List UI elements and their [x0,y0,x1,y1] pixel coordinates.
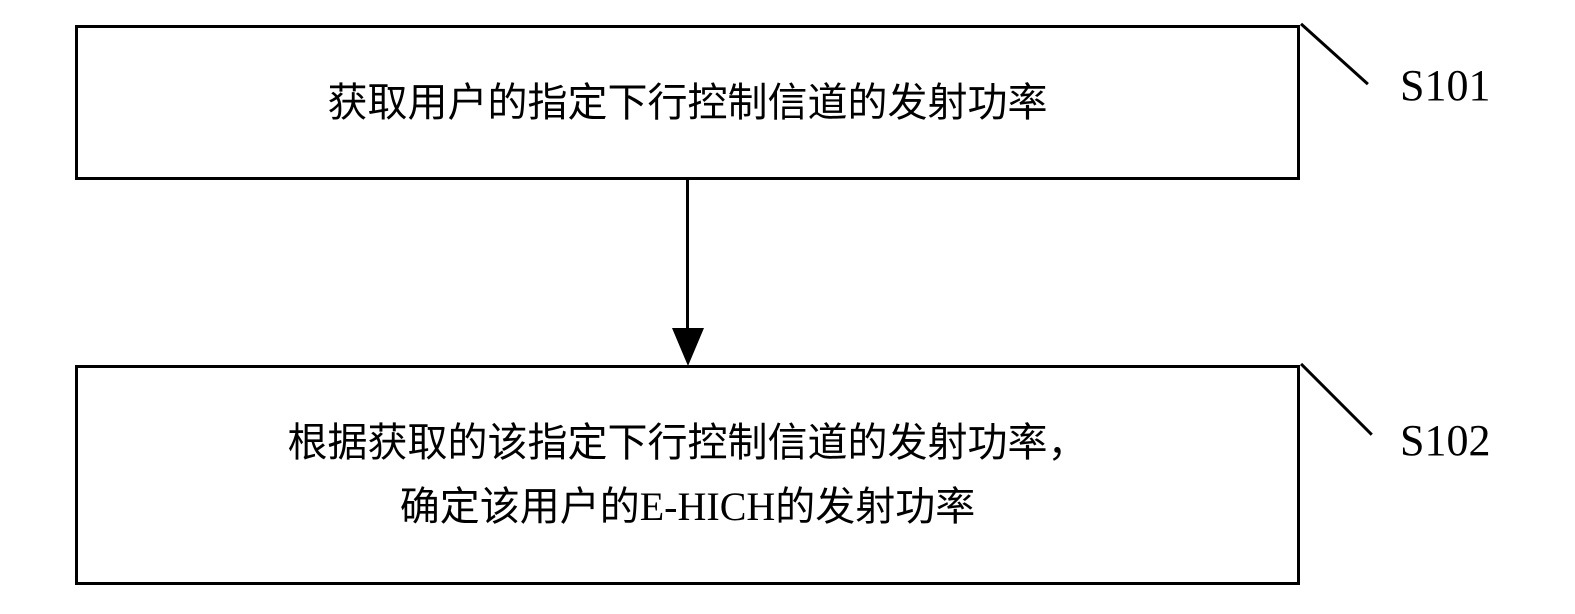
flow-step-1-text: 获取用户的指定下行控制信道的发射功率 [308,61,1068,145]
step-label-1: S101 [1400,60,1490,111]
label-connector-2 [1300,363,1373,436]
flow-step-1: 获取用户的指定下行控制信道的发射功率 [75,25,1300,180]
step-label-2: S102 [1400,415,1490,466]
flow-step-2-text: 根据获取的该指定下行控制信道的发射功率， 确定该用户的E-HICH的发射功率 [268,401,1108,549]
flowchart-container: 获取用户的指定下行控制信道的发射功率 S101 根据获取的该指定下行控制信道的发… [0,0,1575,614]
label-connector-1 [1300,23,1369,85]
flow-arrow-icon [672,328,704,366]
flow-step-2-line2: 确定该用户的E-HICH的发射功率 [400,484,976,529]
flow-connector [686,180,689,335]
flow-step-2-line1: 根据获取的该指定下行控制信道的发射功率， [288,420,1088,465]
flow-step-2: 根据获取的该指定下行控制信道的发射功率， 确定该用户的E-HICH的发射功率 [75,365,1300,585]
